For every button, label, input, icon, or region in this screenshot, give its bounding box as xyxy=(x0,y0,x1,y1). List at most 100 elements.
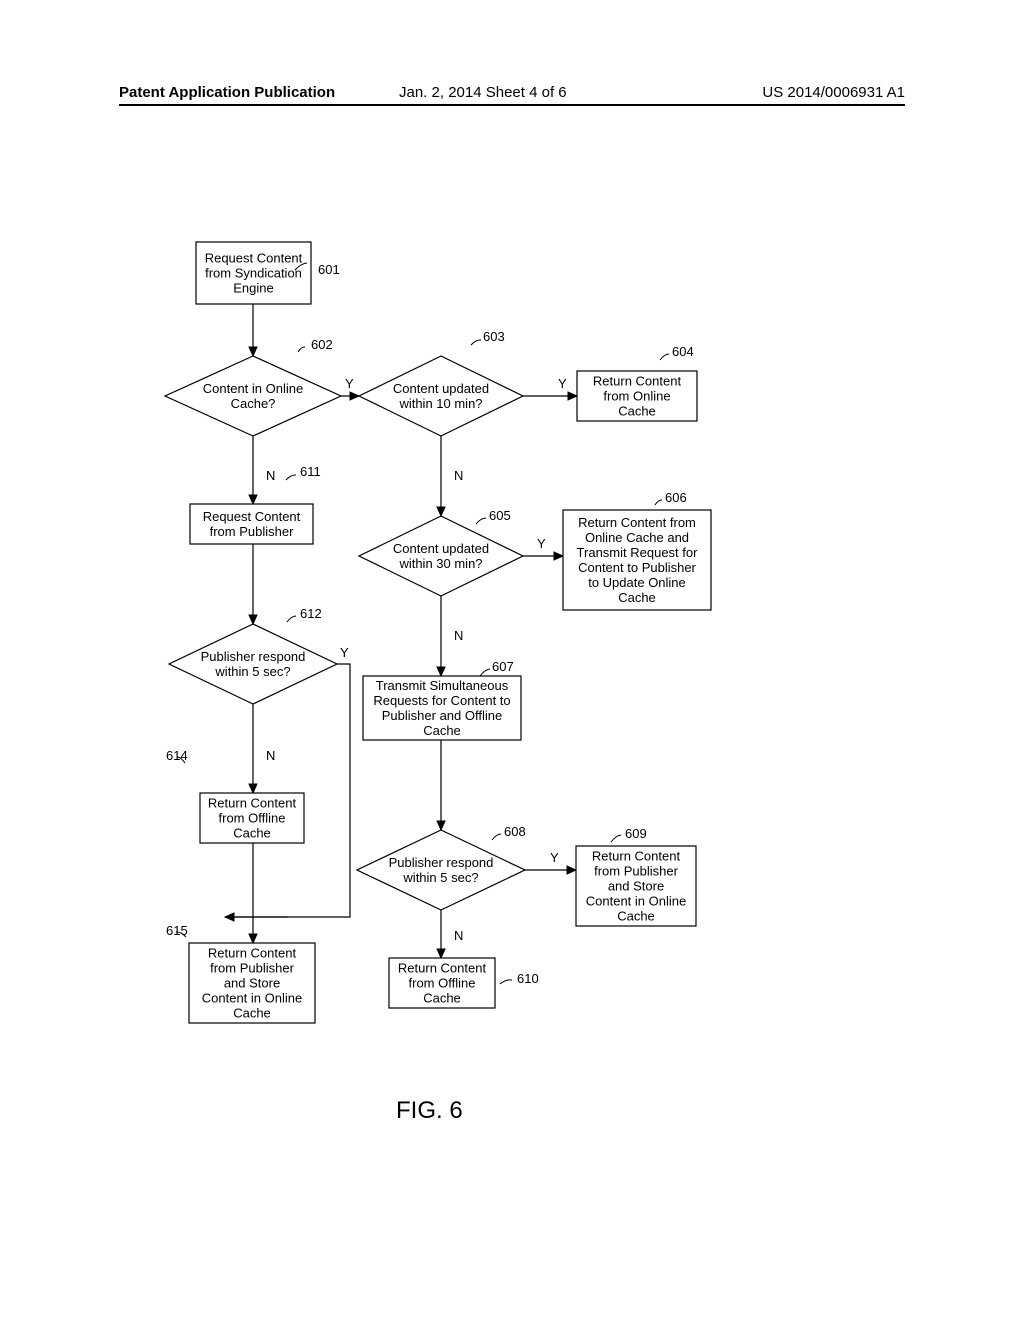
node-n615: Return Contentfrom Publisherand StoreCon… xyxy=(189,943,315,1023)
svg-text:Publisher and Offline: Publisher and Offline xyxy=(382,708,502,723)
node-n604: Return Contentfrom OnlineCache xyxy=(577,371,697,421)
svg-text:Online Cache and: Online Cache and xyxy=(585,530,689,545)
svg-text:from Syndication: from Syndication xyxy=(205,266,302,281)
svg-text:Content in Online: Content in Online xyxy=(203,381,303,396)
ref-label: 606 xyxy=(665,490,687,505)
svg-text:within 5 sec?: within 5 sec? xyxy=(402,870,478,885)
ref-label: 603 xyxy=(483,329,505,344)
svg-text:from Offline: from Offline xyxy=(409,976,476,991)
ref-label: 608 xyxy=(504,824,526,839)
node-n614: Return Contentfrom OfflineCache xyxy=(200,793,304,843)
svg-text:Cache: Cache xyxy=(233,826,271,841)
svg-text:Cache: Cache xyxy=(423,723,461,738)
ref-hook xyxy=(476,518,486,524)
node-n609: Return Contentfrom Publisherand StoreCon… xyxy=(576,846,696,926)
ref-label: 604 xyxy=(672,344,694,359)
svg-text:Return Content: Return Content xyxy=(398,961,487,976)
ref-label: 610 xyxy=(517,971,539,986)
svg-text:Request Content: Request Content xyxy=(205,251,303,266)
svg-text:Cache: Cache xyxy=(617,908,655,923)
svg-text:Y: Y xyxy=(537,536,546,551)
svg-text:Return Content: Return Content xyxy=(208,946,297,961)
svg-text:Publisher respond: Publisher respond xyxy=(201,649,306,664)
svg-text:Cache: Cache xyxy=(618,404,656,419)
ref-label: 607 xyxy=(492,659,514,674)
ref-hook xyxy=(611,835,621,842)
svg-text:Cache: Cache xyxy=(233,1005,271,1020)
ref-label: 601 xyxy=(318,262,340,277)
ref-hook xyxy=(286,475,296,480)
node-n608: Publisher respondwithin 5 sec? xyxy=(357,830,525,910)
edge: N xyxy=(253,436,275,504)
svg-text:N: N xyxy=(454,928,463,943)
svg-text:Return Content: Return Content xyxy=(208,796,297,811)
ref-label: 612 xyxy=(300,606,322,621)
node-n606: Return Content fromOnline Cache andTrans… xyxy=(563,510,711,610)
svg-text:Y: Y xyxy=(558,376,567,391)
ref-hook xyxy=(298,347,305,352)
ref-hook xyxy=(471,340,481,345)
svg-text:from Online: from Online xyxy=(603,389,670,404)
svg-text:from Publisher: from Publisher xyxy=(210,524,294,539)
svg-text:N: N xyxy=(454,628,463,643)
svg-text:N: N xyxy=(266,468,275,483)
svg-text:Content in Online: Content in Online xyxy=(202,991,302,1006)
svg-text:from Offline: from Offline xyxy=(219,811,286,826)
node-n603: Content updatedwithin 10 min? xyxy=(359,356,523,436)
svg-text:Return Content: Return Content xyxy=(593,374,682,389)
ref-hook xyxy=(660,354,669,360)
svg-text:and Store: and Store xyxy=(224,976,280,991)
svg-text:Requests for Content to: Requests for Content to xyxy=(373,693,510,708)
edge: Y xyxy=(525,850,576,870)
node-n612: Publisher respondwithin 5 sec? xyxy=(169,624,337,704)
svg-text:within 10 min?: within 10 min? xyxy=(398,396,482,411)
node-n605: Content updatedwithin 30 min? xyxy=(359,516,523,596)
svg-text:Cache: Cache xyxy=(423,991,461,1006)
svg-text:Content to Publisher: Content to Publisher xyxy=(578,560,696,575)
edge: N xyxy=(441,436,463,516)
ref-label: 609 xyxy=(625,826,647,841)
svg-text:N: N xyxy=(454,468,463,483)
svg-text:Return Content from: Return Content from xyxy=(578,515,696,530)
ref-label: 605 xyxy=(489,508,511,523)
svg-text:Content updated: Content updated xyxy=(393,541,489,556)
edge: Y xyxy=(523,536,563,556)
ref-hook xyxy=(500,980,512,984)
svg-text:Transmit Simultaneous: Transmit Simultaneous xyxy=(376,678,509,693)
svg-text:N: N xyxy=(266,748,275,763)
svg-text:Return Content: Return Content xyxy=(592,849,681,864)
ref-label: 602 xyxy=(311,337,333,352)
edge: Y xyxy=(523,376,577,396)
edge: N xyxy=(253,704,275,793)
edge: N xyxy=(441,596,463,676)
flowchart: NYYNYNYNNY Request Contentfrom Syndicati… xyxy=(0,0,1024,1320)
svg-text:from Publisher: from Publisher xyxy=(210,961,294,976)
ref-hook xyxy=(287,616,296,622)
svg-text:from Publisher: from Publisher xyxy=(594,864,678,879)
svg-text:Y: Y xyxy=(340,645,349,660)
ref-label: 614 xyxy=(166,748,188,763)
node-n611: Request Contentfrom Publisher xyxy=(190,504,313,544)
node-n607: Transmit SimultaneousRequests for Conten… xyxy=(363,676,521,740)
node-n610: Return Contentfrom OfflineCache xyxy=(389,958,495,1008)
svg-text:within 5 sec?: within 5 sec? xyxy=(214,664,290,679)
svg-text:Content in Online: Content in Online xyxy=(586,894,686,909)
svg-text:Request Content: Request Content xyxy=(203,509,301,524)
node-n601: Request Contentfrom SyndicationEngine xyxy=(196,242,311,304)
svg-text:Engine: Engine xyxy=(233,281,273,296)
page: Patent Application Publication Jan. 2, 2… xyxy=(0,0,1024,1320)
svg-text:and Store: and Store xyxy=(608,879,664,894)
ref-hook xyxy=(655,500,662,505)
svg-text:Y: Y xyxy=(345,376,354,391)
svg-text:Publisher respond: Publisher respond xyxy=(389,855,494,870)
ref-label: 611 xyxy=(300,464,321,479)
svg-text:Transmit Request for: Transmit Request for xyxy=(577,545,699,560)
ref-hook xyxy=(480,669,490,676)
edge: N xyxy=(441,910,463,958)
svg-text:Content updated: Content updated xyxy=(393,381,489,396)
svg-text:Cache: Cache xyxy=(618,590,656,605)
node-n602: Content in OnlineCache? xyxy=(165,356,341,436)
edge: Y xyxy=(341,376,359,396)
svg-text:Y: Y xyxy=(550,850,559,865)
ref-hook xyxy=(492,834,501,840)
